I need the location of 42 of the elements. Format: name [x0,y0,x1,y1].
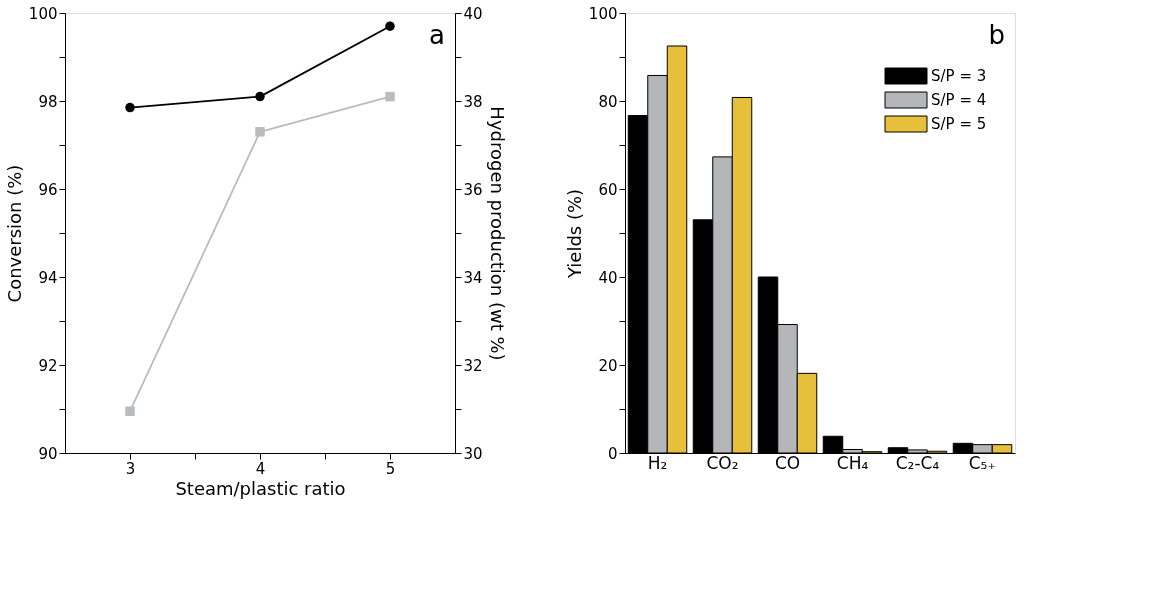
y2-axis-title: Hydrogen production (wt %) [486,106,508,361]
y-tick-label: 94 [38,268,58,287]
legend-label: S/P = 4 [931,91,987,109]
annotation: a [429,20,445,50]
x-tick-label: 5 [385,459,396,478]
point [125,406,135,416]
point [255,127,265,137]
x-tick-label: C₅₊ [968,452,997,473]
y2-tick-label: 38 [463,92,483,111]
x-tick-label: CO₂ [706,452,739,473]
y2-tick-label: 34 [463,268,483,287]
point [385,91,395,102]
y-tick-label: 98 [38,92,58,111]
point [125,102,135,113]
y2-tick-label: 30 [463,444,483,463]
y2-tick-label: 32 [463,356,483,375]
y-tick-label: 96 [38,180,58,199]
legend-label: S/P = 3 [931,67,987,85]
annotation: b [988,20,1005,50]
x-tick-label: 4 [255,459,266,478]
y-tick-label: 100 [588,4,618,23]
point [255,91,265,102]
y-tick-label: 0 [607,444,618,463]
x-tick-label: CH₄ [836,452,869,473]
y-axis-title: Conversion (%) [3,164,25,303]
y2-tick-label: 40 [463,4,483,23]
legend-label: S/P = 5 [931,115,987,133]
y2-tick-label: 36 [463,180,483,199]
y-tick-label: 60 [598,180,618,199]
x-tick-label: C₂-C₄ [895,452,940,473]
y-axis-title: Yields (%) [563,188,585,280]
x-axis-title: Steam/plastic ratio [175,477,346,499]
x-tick-label: 3 [125,459,136,478]
x-tick-label: CO [774,452,801,473]
y-tick-label: 80 [598,92,618,111]
x-tick-label: H₂ [647,452,668,473]
y-tick-label: 92 [38,356,58,375]
y-tick-label: 20 [598,356,618,375]
y-tick-label: 100 [28,4,58,23]
y-tick-label: 40 [598,268,618,287]
point [385,21,395,31]
y-tick-label: 90 [38,444,58,463]
